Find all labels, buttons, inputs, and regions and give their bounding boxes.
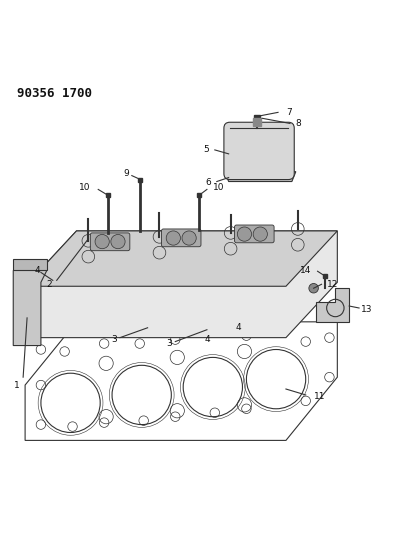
Circle shape xyxy=(95,235,109,249)
Text: 6: 6 xyxy=(205,178,211,187)
Polygon shape xyxy=(13,259,47,270)
Text: 3: 3 xyxy=(111,335,117,344)
Polygon shape xyxy=(25,231,338,286)
Circle shape xyxy=(253,227,267,241)
Circle shape xyxy=(166,231,180,245)
FancyBboxPatch shape xyxy=(90,233,130,251)
Text: 4: 4 xyxy=(204,335,210,344)
Text: 12: 12 xyxy=(328,280,339,289)
Circle shape xyxy=(309,284,318,293)
Text: 1: 1 xyxy=(14,381,20,390)
Text: 4: 4 xyxy=(34,266,40,275)
Text: 4: 4 xyxy=(236,323,241,332)
FancyBboxPatch shape xyxy=(162,229,201,247)
Text: 11: 11 xyxy=(314,392,325,401)
Text: 5: 5 xyxy=(203,146,209,155)
Text: 9: 9 xyxy=(123,169,129,178)
Polygon shape xyxy=(225,172,296,182)
Text: 3: 3 xyxy=(166,339,172,348)
FancyBboxPatch shape xyxy=(224,122,294,180)
Text: 8: 8 xyxy=(296,119,302,128)
Polygon shape xyxy=(13,270,47,345)
FancyBboxPatch shape xyxy=(234,225,274,243)
Text: 90356 1700: 90356 1700 xyxy=(17,87,92,100)
Polygon shape xyxy=(316,288,349,322)
Text: 7: 7 xyxy=(286,108,292,117)
Polygon shape xyxy=(25,231,338,337)
Text: 14: 14 xyxy=(300,266,312,275)
Text: 2: 2 xyxy=(46,280,52,289)
Text: 13: 13 xyxy=(361,305,373,314)
Circle shape xyxy=(237,227,252,241)
Text: 10: 10 xyxy=(79,183,90,192)
Circle shape xyxy=(182,231,196,245)
Circle shape xyxy=(111,235,125,249)
Text: 10: 10 xyxy=(213,183,224,192)
